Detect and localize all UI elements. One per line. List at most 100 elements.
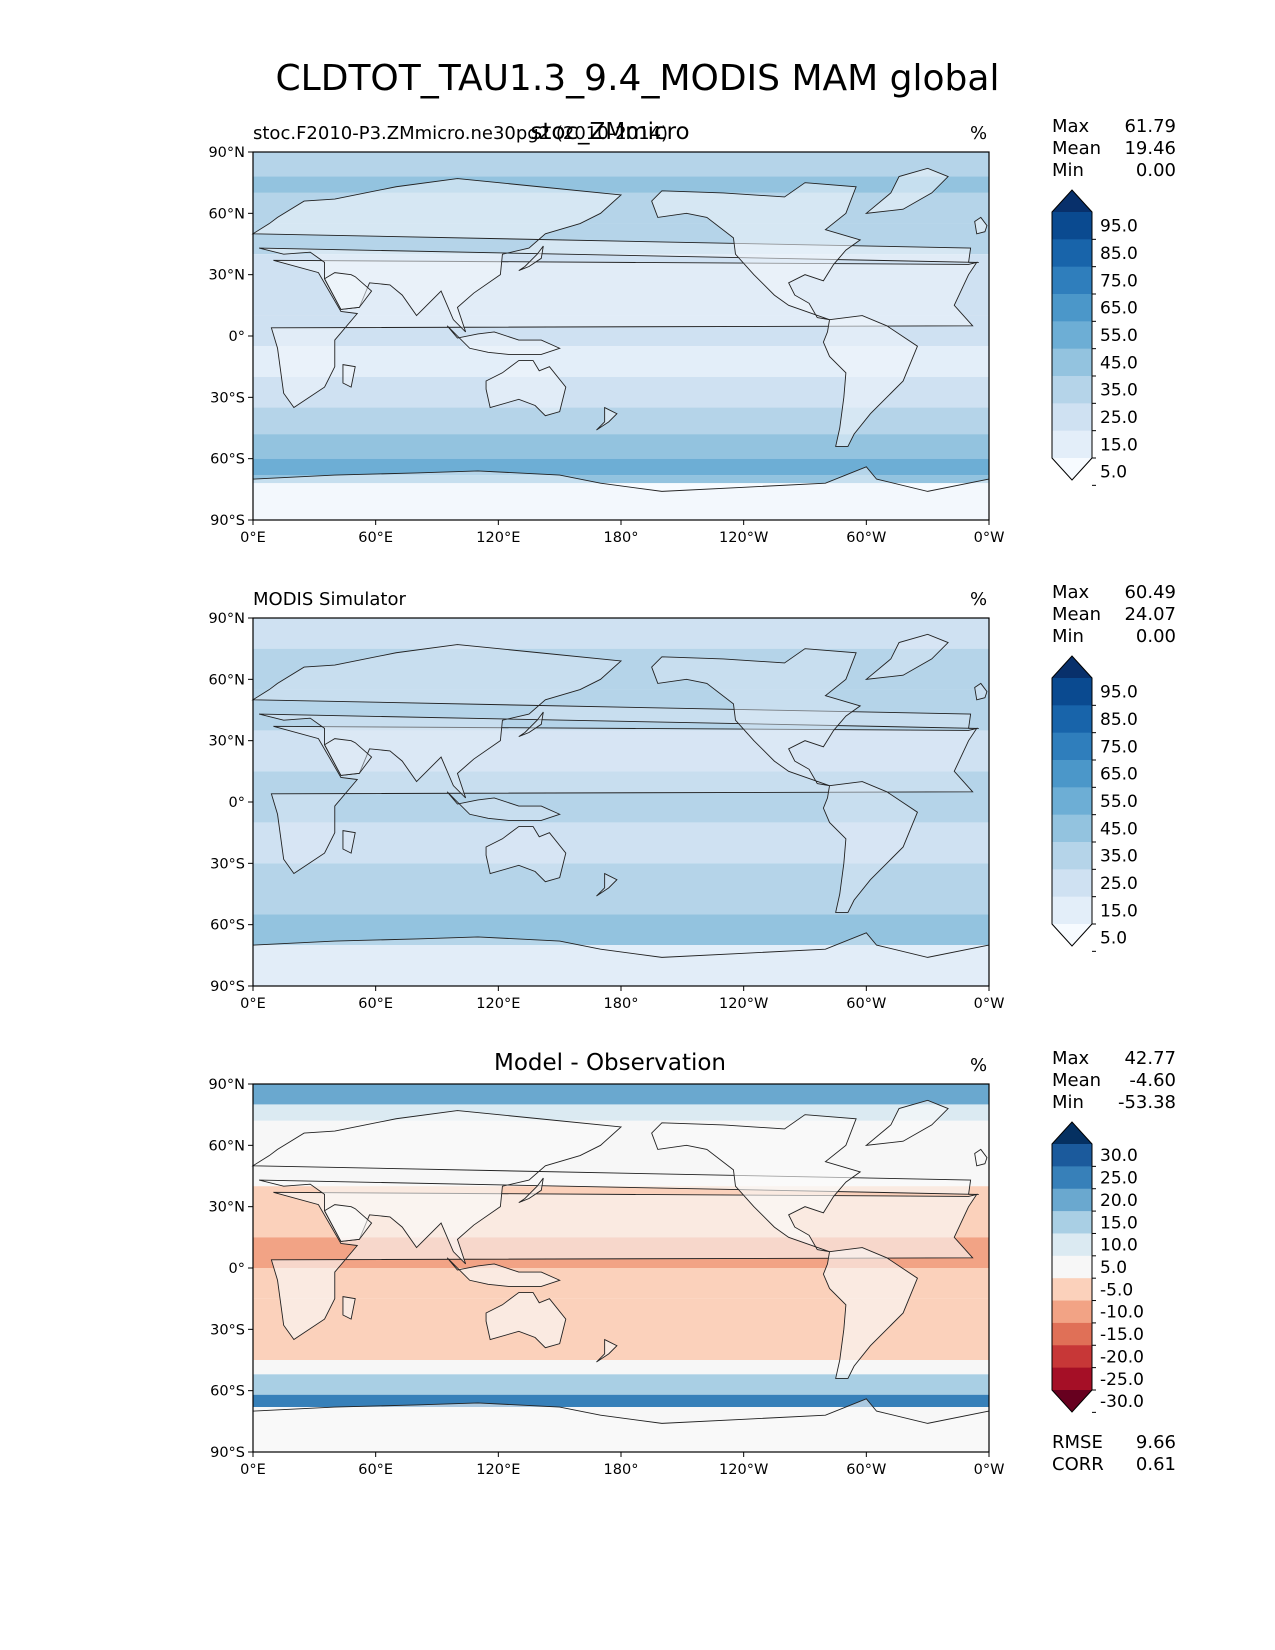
x-tick-label: 0°W (974, 996, 1005, 1012)
panel2-max-label: Max (1052, 582, 1090, 603)
x-tick-label: 120°E (476, 1462, 520, 1478)
colorbar-extend-top (1052, 1122, 1092, 1144)
colorbar-tick-label: 65.0 (1100, 299, 1138, 319)
colorbar-tick-label: 5.0 (1100, 1258, 1127, 1278)
colorbar-extend-bottom (1052, 1390, 1092, 1412)
corr-label: CORR (1052, 1454, 1104, 1475)
coastline-madagascar (342, 830, 356, 854)
y-tick-label: 90°S (210, 513, 245, 529)
colorbar-tick-label: 55.0 (1100, 792, 1138, 812)
panel2-mean-value: 24.07 (1124, 604, 1176, 625)
lat-band-10 (253, 458, 989, 476)
colorbar-extend-top (1052, 656, 1092, 678)
colorbar-segment (1052, 1233, 1092, 1257)
panel2-units: % (970, 589, 988, 610)
colorbar-tick-label: -5.0 (1100, 1280, 1133, 1300)
panel2-left-title: MODIS Simulator (253, 589, 406, 610)
colorbar-segment (1052, 814, 1092, 843)
panel3-max-label: Max (1052, 1048, 1090, 1069)
lat-band-0 (253, 152, 989, 177)
x-tick-label: 180° (604, 1462, 639, 1478)
panel1-map: 0°E 60°E 120°E 180° 120°W 60°W 0°W 90°N 60°N 30°N… (208, 145, 1005, 546)
colorbar-tick-label: 35.0 (1100, 381, 1138, 401)
colorbar-segment (1052, 1345, 1092, 1369)
panel2-map: 0°E 60°E 120°E 180° 120°W 60°W 0°W 90°N 60°N 30°N… (208, 611, 1005, 1012)
coastline-south_america (822, 1247, 919, 1379)
panel2-mean-label: Mean (1052, 604, 1102, 625)
coastline-uk (974, 1148, 988, 1167)
colorbar-tick-label: 35.0 (1100, 847, 1138, 867)
coastline-eurasia (251, 644, 979, 799)
colorbar-tick-label: 25.0 (1100, 408, 1138, 428)
lat-band-9 (253, 434, 989, 459)
y-tick-label: 60°S (210, 918, 245, 934)
y-tick-label: 90°S (210, 1445, 245, 1461)
x-tick-label: 60°E (358, 996, 393, 1012)
panel3-map: 0°E 60°E 120°E 180° 120°W 60°W 0°W 90°N 60°N 30°N… (208, 1077, 1004, 1478)
lat-band-5 (253, 822, 989, 864)
coastline-greenland (864, 633, 949, 680)
x-tick-label: 120°W (719, 996, 768, 1012)
colorbar-tick-label: 45.0 (1100, 819, 1138, 839)
coastline-north_america (651, 1114, 862, 1253)
coastline-australia (485, 360, 567, 417)
rmse-label: RMSE (1052, 1432, 1103, 1453)
x-tick-label: 120°W (719, 1462, 768, 1478)
coastline-uk (974, 216, 988, 235)
y-tick-label: 0° (229, 329, 245, 345)
x-tick-label: 120°W (719, 530, 768, 546)
colorbar-tick-label: 5.0 (1100, 929, 1127, 949)
y-tick-label: 90°N (208, 145, 245, 161)
colorbar-tick-label: 95.0 (1100, 217, 1138, 237)
colorbar-segment (1052, 376, 1092, 404)
panel2-colorbar: 95.0 85.0 75.0 65.0 55.0 45.0 35.0 25.0 15.0 5.0 (1051, 655, 1138, 952)
colorbar-segment (1052, 896, 1092, 925)
colorbar-tick-label: 85.0 (1100, 710, 1138, 730)
coastline-arabia (323, 1204, 373, 1242)
x-tick-label: 0°W (974, 530, 1005, 546)
colorbar-segment (1052, 1188, 1092, 1212)
panel1-colorbar: 95.0 85.0 75.0 65.0 55.0 45.0 35.0 25.0 15.0 5.0 (1051, 189, 1138, 486)
colorbar-tick-label: -10.0 (1100, 1303, 1144, 1323)
panel3-mean-label: Mean (1052, 1070, 1102, 1091)
colorbar-segment (1052, 1278, 1092, 1302)
corr-value: 0.61 (1135, 1454, 1176, 1475)
x-tick-label: 60°W (846, 1462, 886, 1478)
colorbar-tick-label: 95.0 (1100, 683, 1138, 703)
coastline-south_america (822, 781, 919, 913)
x-tick-label: 0°E (240, 530, 266, 546)
y-tick-label: 60°N (208, 672, 245, 688)
lat-band-1 (253, 1104, 989, 1121)
coastline-australia (485, 1292, 567, 1349)
x-tick-label: 60°W (846, 996, 886, 1012)
coastline-north_america (651, 182, 862, 321)
panel2-max-value: 60.49 (1124, 582, 1176, 603)
coastline-madagascar (342, 1296, 356, 1320)
rmse-value: 9.66 (1135, 1432, 1176, 1453)
colorbar-segment (1052, 321, 1092, 350)
panel1-max-value: 61.79 (1124, 116, 1176, 137)
x-tick-label: 120°E (476, 530, 520, 546)
coastline-eurasia (251, 178, 979, 333)
panel3-mean-value: -4.60 (1129, 1070, 1176, 1091)
y-tick-label: 30°N (208, 1200, 245, 1216)
y-tick-label: 0° (229, 795, 245, 811)
panel1-min-label: Min (1052, 160, 1084, 181)
colorbar-segment (1052, 239, 1092, 268)
y-tick-label: 60°N (208, 206, 245, 222)
y-tick-label: 90°N (208, 611, 245, 627)
coastline-greenland (864, 167, 949, 214)
colorbar-tick-label: 25.0 (1100, 874, 1138, 894)
lat-band-11 (253, 475, 989, 484)
panel1-max-label: Max (1052, 116, 1090, 137)
x-tick-label: 60°W (846, 530, 886, 546)
y-tick-label: 60°N (208, 1138, 245, 1154)
panel1-units: % (970, 123, 988, 144)
coastline-japan (518, 1177, 544, 1203)
y-tick-label: 30°N (208, 268, 245, 284)
lat-band-9 (253, 1374, 989, 1395)
coastline-madagascar (342, 364, 356, 388)
colorbar-tick-label: -30.0 (1100, 1392, 1144, 1412)
lat-band-3 (253, 730, 989, 772)
colorbar-segment (1052, 430, 1092, 459)
